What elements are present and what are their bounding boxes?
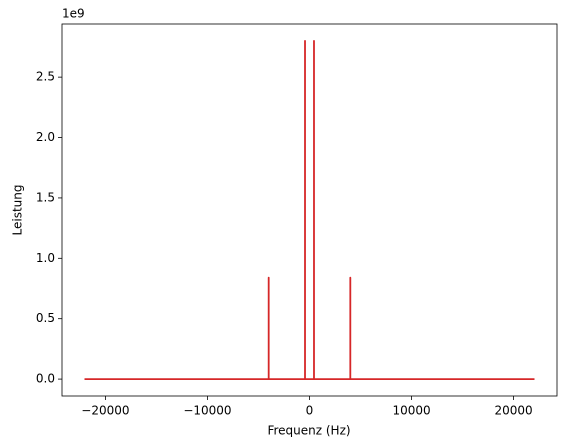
x-tick-label: −20000: [81, 404, 129, 418]
x-tick-label: 0: [306, 404, 314, 418]
spectrum-line: [84, 40, 535, 380]
x-tick-label: 20000: [494, 404, 532, 418]
y-tick-label: 1.0: [36, 251, 55, 265]
y-tick-label: 1.5: [36, 190, 55, 204]
y-offset-text: 1e9: [62, 7, 85, 21]
y-tick-label: 0.5: [36, 311, 55, 325]
y-axis-label: Leistung: [11, 185, 25, 236]
y-tick-label: 0.0: [36, 372, 55, 386]
x-tick-label: 10000: [392, 404, 430, 418]
plot-frame: [61, 23, 558, 397]
x-axis-label: Frequenz (Hz): [267, 424, 350, 438]
x-tick-label: −10000: [183, 404, 231, 418]
y-tick-label: 2.0: [36, 130, 55, 144]
y-tick-label: 2.5: [36, 70, 55, 84]
